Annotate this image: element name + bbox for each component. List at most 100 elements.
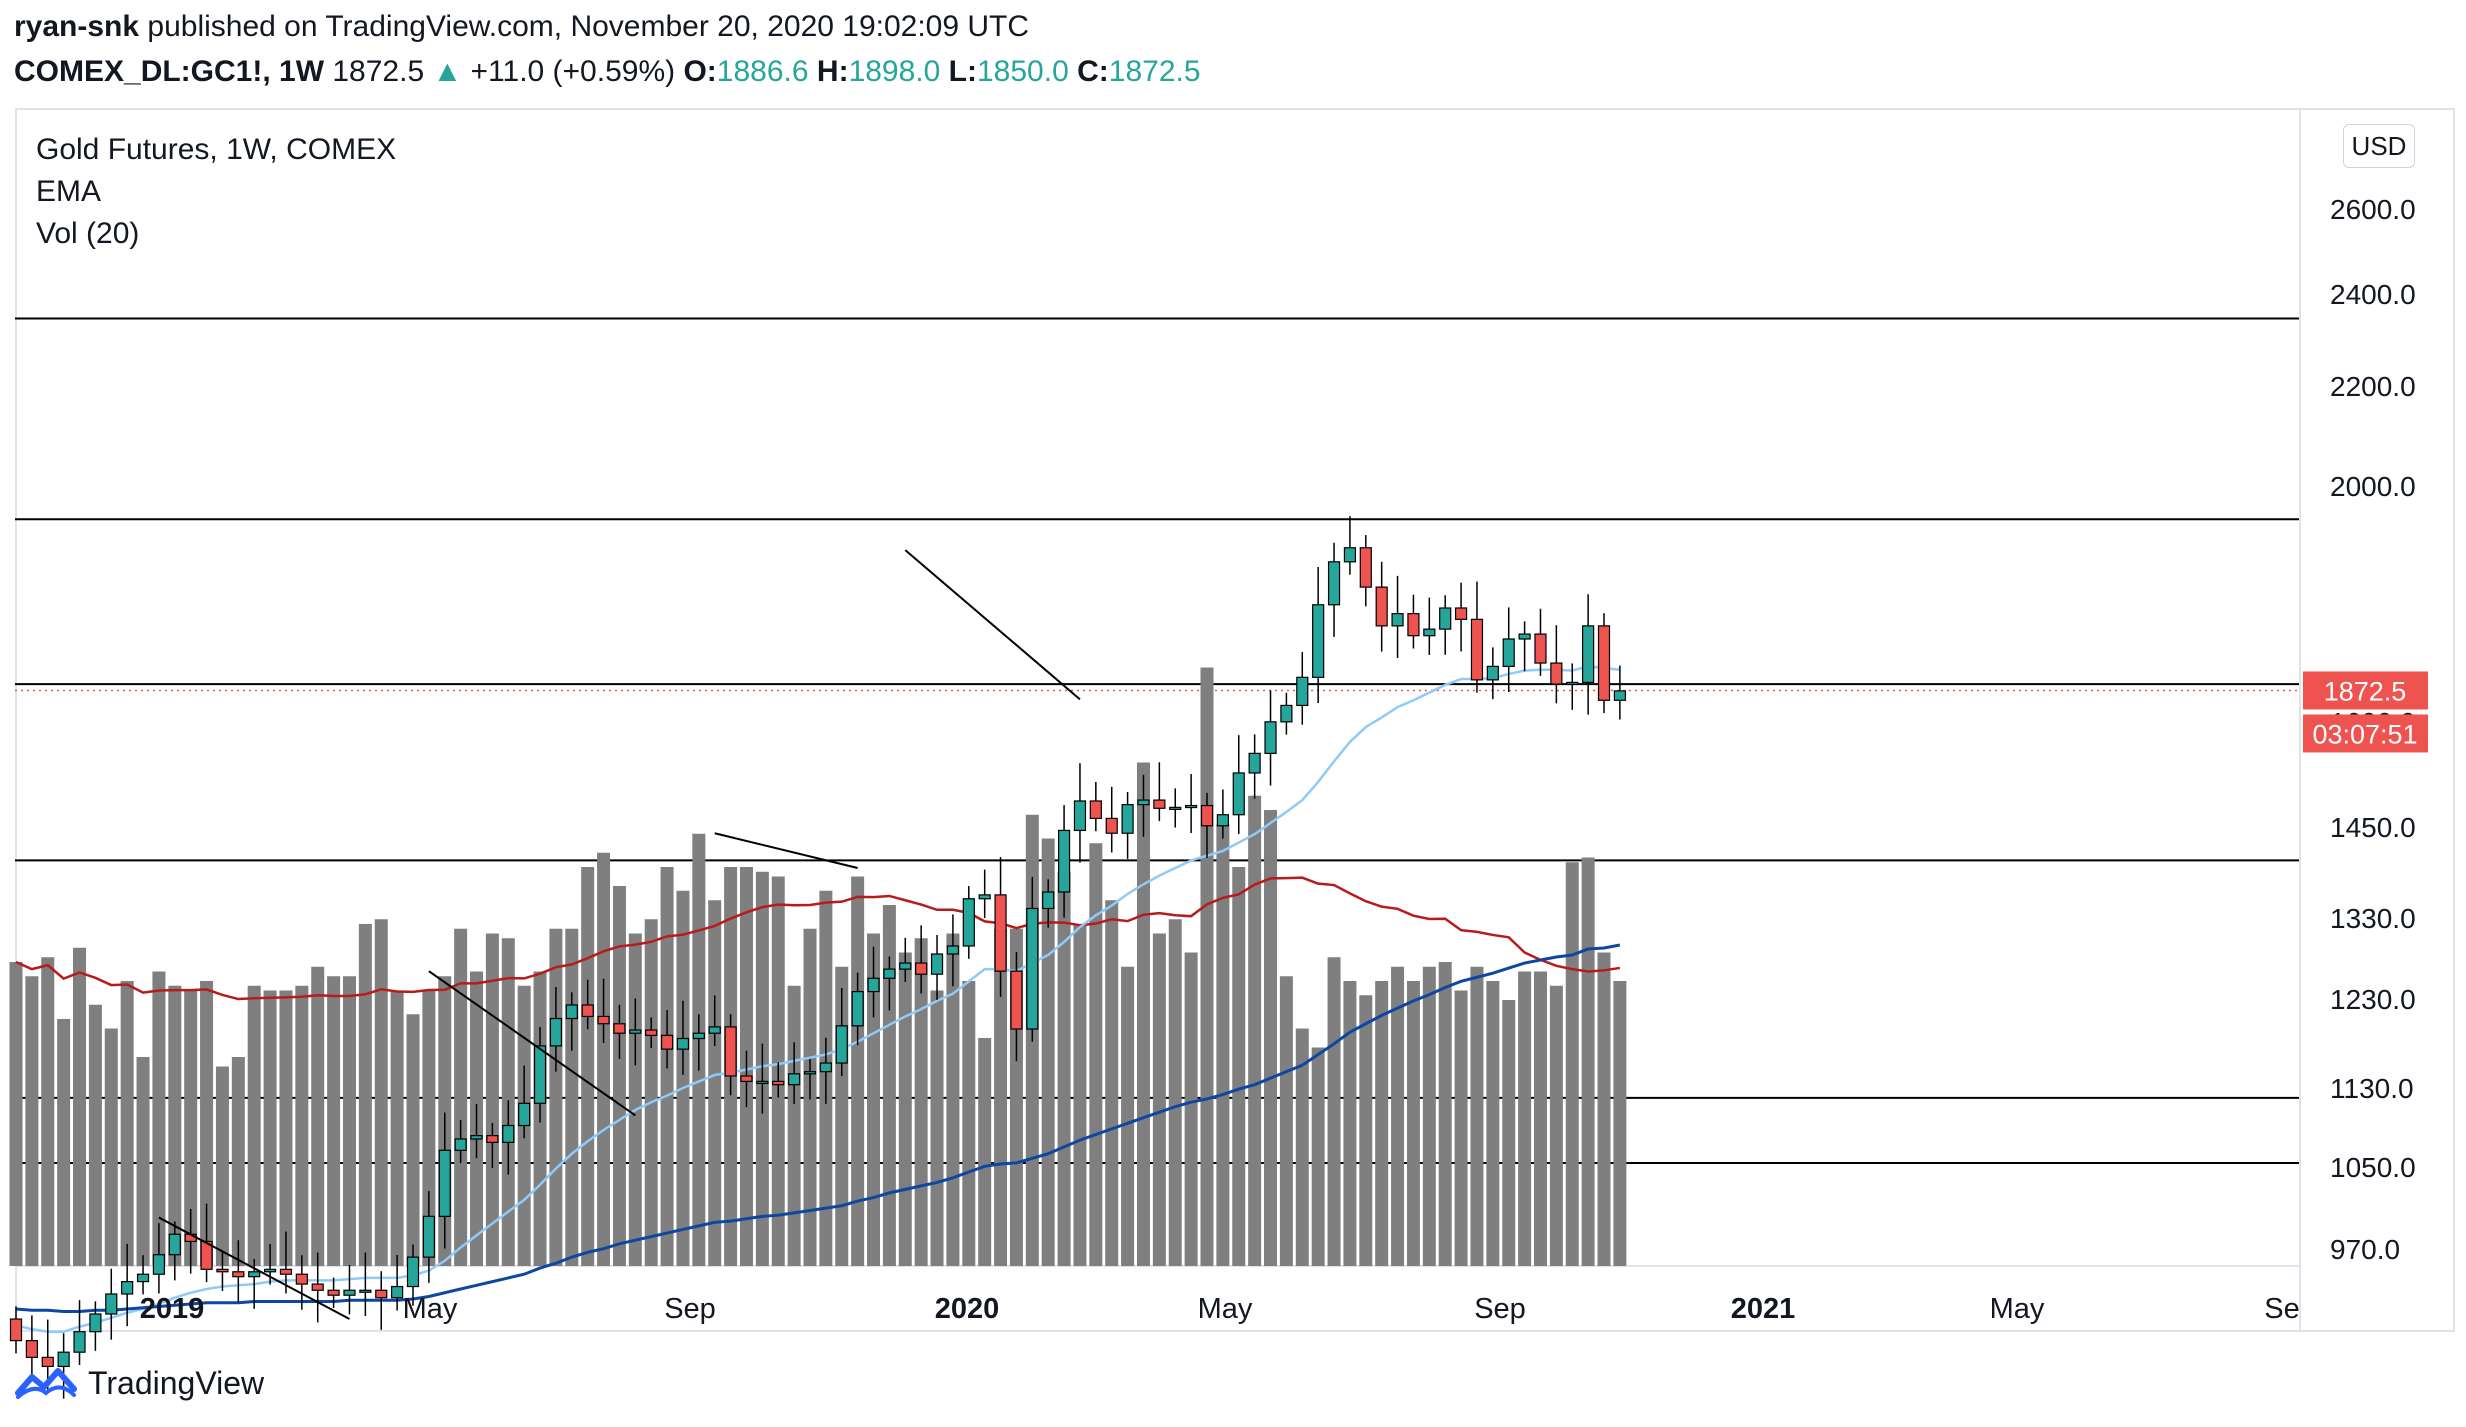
candle-body bbox=[1518, 633, 1531, 640]
volume-bar bbox=[1279, 976, 1293, 1266]
candle bbox=[994, 857, 1007, 997]
candle-body bbox=[1582, 625, 1595, 684]
volume-bar bbox=[1105, 900, 1119, 1266]
candle bbox=[1550, 625, 1563, 704]
candle bbox=[1582, 594, 1595, 715]
candle bbox=[454, 1119, 467, 1164]
candle bbox=[1312, 566, 1325, 704]
candle-body bbox=[533, 1045, 547, 1104]
candle-body bbox=[899, 962, 912, 970]
candle bbox=[152, 1223, 166, 1294]
candle-body bbox=[1613, 690, 1626, 701]
candle bbox=[581, 979, 594, 1030]
candle-body bbox=[1232, 772, 1245, 816]
candle bbox=[1502, 607, 1515, 693]
candle-body bbox=[343, 1289, 356, 1296]
high-label: H: bbox=[816, 55, 849, 88]
volume-bar bbox=[644, 919, 658, 1266]
volume-bar bbox=[1391, 966, 1405, 1266]
close-value: 1872.5 bbox=[1108, 55, 1201, 88]
candle-body bbox=[1200, 804, 1214, 827]
candle bbox=[1454, 582, 1468, 652]
candle-body bbox=[311, 1283, 324, 1291]
volume-bar bbox=[946, 933, 960, 1266]
volume-bar bbox=[898, 952, 912, 1266]
time-tick-label: 2020 bbox=[935, 1293, 1000, 1325]
candle-body bbox=[565, 1004, 578, 1020]
candle bbox=[565, 992, 578, 1051]
volume-bar bbox=[1422, 966, 1436, 1266]
time-tick-label: 2019 bbox=[140, 1293, 205, 1325]
currency-button[interactable]: USD bbox=[2343, 124, 2415, 168]
candle bbox=[1057, 805, 1071, 918]
volume-bar bbox=[88, 1004, 102, 1266]
volume-bar bbox=[41, 957, 55, 1266]
volume-bar bbox=[120, 981, 134, 1266]
candle-body bbox=[962, 898, 975, 947]
volume-bar bbox=[1565, 862, 1579, 1266]
candle-body bbox=[1359, 547, 1372, 588]
volume-bar bbox=[1343, 981, 1357, 1266]
published-text: published on TradingView.com, November 2… bbox=[139, 10, 1030, 43]
candle-body bbox=[9, 1318, 23, 1342]
volume-bar bbox=[867, 933, 881, 1266]
time-tick-label: Sep bbox=[1474, 1293, 1526, 1325]
candle-body bbox=[41, 1356, 54, 1368]
candle bbox=[343, 1264, 356, 1315]
candle-body bbox=[263, 1268, 277, 1273]
volume-bar bbox=[279, 990, 293, 1266]
open-value: 1886.6 bbox=[716, 55, 809, 88]
candle bbox=[1089, 781, 1102, 832]
candle-body bbox=[1121, 804, 1134, 834]
candle bbox=[1280, 692, 1293, 735]
volume-bar bbox=[628, 933, 642, 1266]
axes: 2600.02400.02200.02000.01600.01450.01330… bbox=[140, 194, 2428, 1325]
chart-frame[interactable] bbox=[15, 108, 2455, 1332]
low-label: L: bbox=[948, 55, 977, 88]
candle-body bbox=[502, 1124, 515, 1143]
candle-body bbox=[216, 1268, 229, 1273]
candle bbox=[121, 1243, 134, 1327]
candle-body bbox=[1280, 704, 1293, 723]
author-name[interactable]: ryan-snk bbox=[14, 10, 140, 43]
candle-body bbox=[232, 1271, 245, 1278]
candle-body bbox=[1566, 681, 1579, 686]
candle-body bbox=[73, 1331, 86, 1353]
volume-bar bbox=[231, 1057, 245, 1266]
candle bbox=[1597, 613, 1611, 714]
candle bbox=[327, 1277, 340, 1309]
volume-bar bbox=[1597, 952, 1611, 1266]
candle bbox=[359, 1252, 372, 1316]
candle bbox=[549, 986, 563, 1072]
candle bbox=[1613, 665, 1626, 720]
candle-body bbox=[1296, 676, 1309, 707]
candle-body bbox=[1042, 891, 1055, 910]
legend-volume[interactable]: Vol (20) bbox=[36, 217, 140, 250]
candle-body bbox=[660, 1034, 674, 1050]
candle-body bbox=[756, 1080, 769, 1085]
volume-bar bbox=[390, 990, 404, 1266]
volume-bar bbox=[1486, 981, 1500, 1266]
price-tick-label: 1050.0 bbox=[2330, 1152, 2416, 1183]
candle bbox=[629, 998, 642, 1066]
close-label: C: bbox=[1077, 55, 1109, 88]
tradingview-logo[interactable]: TradingView bbox=[14, 1363, 264, 1403]
price-tick-label: 1330.0 bbox=[2330, 903, 2416, 934]
candle bbox=[1042, 879, 1055, 928]
candle bbox=[105, 1268, 118, 1340]
candle bbox=[740, 1050, 753, 1108]
candle-body bbox=[121, 1281, 134, 1295]
ohlc-header: COMEX_DL:GC1!, 1W 1872.5 ▲ +11.0 (+0.59%… bbox=[14, 55, 1201, 89]
candle-body bbox=[946, 945, 960, 955]
candle-body bbox=[1375, 586, 1388, 627]
candle bbox=[136, 1255, 150, 1295]
candle-body bbox=[359, 1289, 372, 1293]
candle bbox=[1073, 763, 1087, 863]
legend-ema[interactable]: EMA bbox=[36, 175, 102, 208]
volume-bar bbox=[1089, 843, 1103, 1266]
candle-body bbox=[1169, 806, 1182, 810]
candle-body bbox=[136, 1273, 150, 1283]
candle bbox=[438, 1112, 451, 1249]
legend-title[interactable]: Gold Futures, 1W, COMEX bbox=[36, 133, 397, 166]
